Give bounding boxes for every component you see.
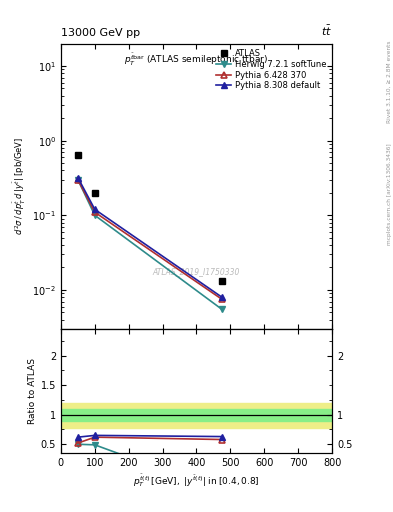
Pythia 6.428 370 [92, 209, 97, 215]
Line: Pythia 6.428 370: Pythia 6.428 370 [74, 176, 226, 303]
Herwig 7.2.1 softTune [75, 177, 80, 183]
Text: 13000 GeV pp: 13000 GeV pp [61, 28, 140, 38]
Text: Rivet 3.1.10, ≥ 2.8M events: Rivet 3.1.10, ≥ 2.8M events [387, 40, 392, 123]
Text: mcplots.cern.ch [arXiv:1306.3436]: mcplots.cern.ch [arXiv:1306.3436] [387, 144, 392, 245]
Y-axis label: $d^2\sigma\,/\,dp_T^{\bar{t}}\,d\,|y^{\bar{t}}|\,\,[{\rm pb/GeV}]$: $d^2\sigma\,/\,dp_T^{\bar{t}}\,d\,|y^{\b… [12, 137, 28, 236]
Pythia 8.308 default [220, 294, 224, 300]
Text: $p_T^{\bar{t}{\rm bar}}$ (ATLAS semileptonic ttbar): $p_T^{\bar{t}{\rm bar}}$ (ATLAS semilept… [125, 52, 268, 68]
Pythia 6.428 370 [220, 296, 224, 303]
Pythia 6.428 370 [75, 177, 80, 183]
Pythia 8.308 default [92, 206, 97, 212]
ATLAS [92, 190, 97, 196]
Legend: ATLAS, Herwig 7.2.1 softTune, Pythia 6.428 370, Pythia 8.308 default: ATLAS, Herwig 7.2.1 softTune, Pythia 6.4… [215, 48, 328, 92]
Line: ATLAS: ATLAS [74, 151, 226, 285]
ATLAS [75, 152, 80, 158]
Text: $t\bar{t}$: $t\bar{t}$ [321, 24, 332, 38]
Herwig 7.2.1 softTune [220, 306, 224, 312]
ATLAS [220, 279, 224, 285]
Y-axis label: Ratio to ATLAS: Ratio to ATLAS [28, 358, 37, 424]
Line: Herwig 7.2.1 softTune: Herwig 7.2.1 softTune [74, 176, 226, 313]
Herwig 7.2.1 softTune [92, 212, 97, 219]
X-axis label: $p_T^{\bar{t}(t)}\,[\mathrm{GeV}],\;|y^{\bar{t}(t)}|\;\mathrm{in}\;[0.4,0.8]$: $p_T^{\bar{t}(t)}\,[\mathrm{GeV}],\;|y^{… [133, 472, 260, 489]
Text: ATLAS_2019_I1750330: ATLAS_2019_I1750330 [153, 267, 240, 276]
Pythia 8.308 default [75, 175, 80, 181]
Line: Pythia 8.308 default: Pythia 8.308 default [74, 174, 226, 301]
